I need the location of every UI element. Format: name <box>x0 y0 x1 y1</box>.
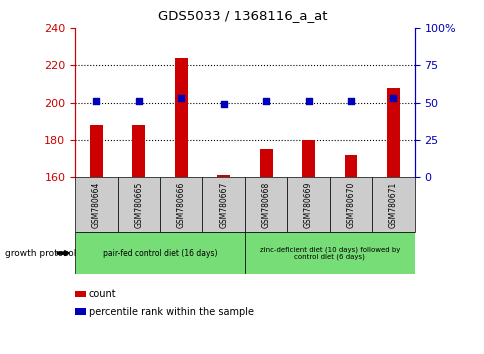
Text: GSM780665: GSM780665 <box>134 181 143 228</box>
Bar <box>386 88 399 177</box>
Text: pair-fed control diet (16 days): pair-fed control diet (16 days) <box>103 249 217 258</box>
Bar <box>287 177 329 232</box>
Text: GSM780670: GSM780670 <box>346 181 355 228</box>
Bar <box>344 155 357 177</box>
Point <box>135 98 142 104</box>
Point <box>304 98 312 104</box>
Bar <box>90 125 103 177</box>
Text: GSM780666: GSM780666 <box>176 181 185 228</box>
Text: GSM780668: GSM780668 <box>261 181 270 228</box>
Bar <box>302 140 314 177</box>
Text: GSM780671: GSM780671 <box>388 181 397 228</box>
Bar <box>244 177 287 232</box>
Bar <box>259 149 272 177</box>
Bar <box>329 177 372 232</box>
Bar <box>175 58 187 177</box>
Text: count: count <box>89 289 116 299</box>
Bar <box>132 125 145 177</box>
Bar <box>202 177 244 232</box>
Bar <box>244 232 414 274</box>
Text: GSM780664: GSM780664 <box>91 181 101 228</box>
Bar <box>217 175 229 177</box>
Point <box>177 95 185 101</box>
Text: GSM780667: GSM780667 <box>219 181 228 228</box>
Bar <box>75 232 244 274</box>
Bar <box>160 177 202 232</box>
Text: zinc-deficient diet (10 days) followed by
control diet (6 days): zinc-deficient diet (10 days) followed b… <box>259 246 399 260</box>
Bar <box>372 177 414 232</box>
Point <box>262 98 270 104</box>
Bar <box>117 177 160 232</box>
Point <box>389 95 396 101</box>
Point <box>347 98 354 104</box>
Text: GSM780669: GSM780669 <box>303 181 313 228</box>
Point <box>219 101 227 107</box>
Text: percentile rank within the sample: percentile rank within the sample <box>89 307 253 316</box>
Text: growth protocol: growth protocol <box>5 249 76 258</box>
Point <box>92 98 100 104</box>
Bar <box>75 177 117 232</box>
Text: GDS5033 / 1368116_a_at: GDS5033 / 1368116_a_at <box>157 9 327 22</box>
